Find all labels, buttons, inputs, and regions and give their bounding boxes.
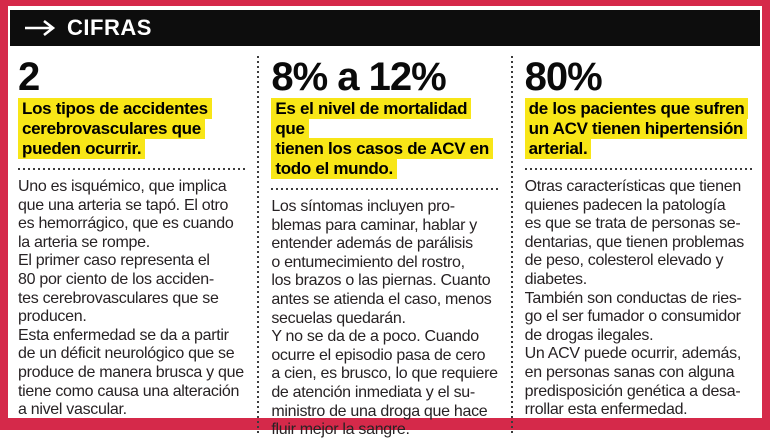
column-divider-2 [510,56,513,436]
section-title: CIFRAS [67,15,152,40]
stat-headline-2-text: Es el nivel de mortalidad que tienen los… [271,98,493,179]
body-text-2: Los síntomas incluyen pro- blemas para c… [271,198,498,439]
stat-value-2: 8% a 12% [271,55,446,99]
column-divider-1 [257,56,260,436]
stat-value-1: 2 [18,55,40,99]
stat-headline-1-text: Los tipos de accidentes cerebrovasculare… [18,98,212,159]
dotted-rule-2 [271,188,499,190]
column-1: 2 Los tipos de accidentes cerebrovascula… [18,54,246,440]
stat-headline-1: Los tipos de accidentes cerebrovasculare… [18,98,245,159]
dotted-rule-1 [18,168,246,170]
columns-container: 2 Los tipos de accidentes cerebrovascula… [8,46,762,438]
column-3: 80% de los pacientes que sufren un ACV t… [524,54,752,440]
stat-headline-2: Es el nivel de mortalidad que tienen los… [271,98,498,179]
arrow-right-icon [24,19,56,37]
section-header-bar: CIFRAS [10,10,760,46]
stat-value-3: 80% [524,55,603,99]
stat-headline-3-text: de los pacientes que sufren un ACV tiene… [524,98,749,159]
body-text-1: Uno es isquémico, que implica que una ar… [18,178,244,419]
body-text-3: Otras características que tienen quienes… [524,178,745,419]
red-frame [0,0,770,430]
dotted-rule-3 [524,168,752,170]
stat-headline-3: de los pacientes que sufren un ACV tiene… [524,98,752,159]
infographic: CIFRAS 2 Los tipos de accidentes cerebro… [8,6,762,438]
column-2: 8% a 12% Es el nivel de mortalidad que t… [271,54,499,440]
